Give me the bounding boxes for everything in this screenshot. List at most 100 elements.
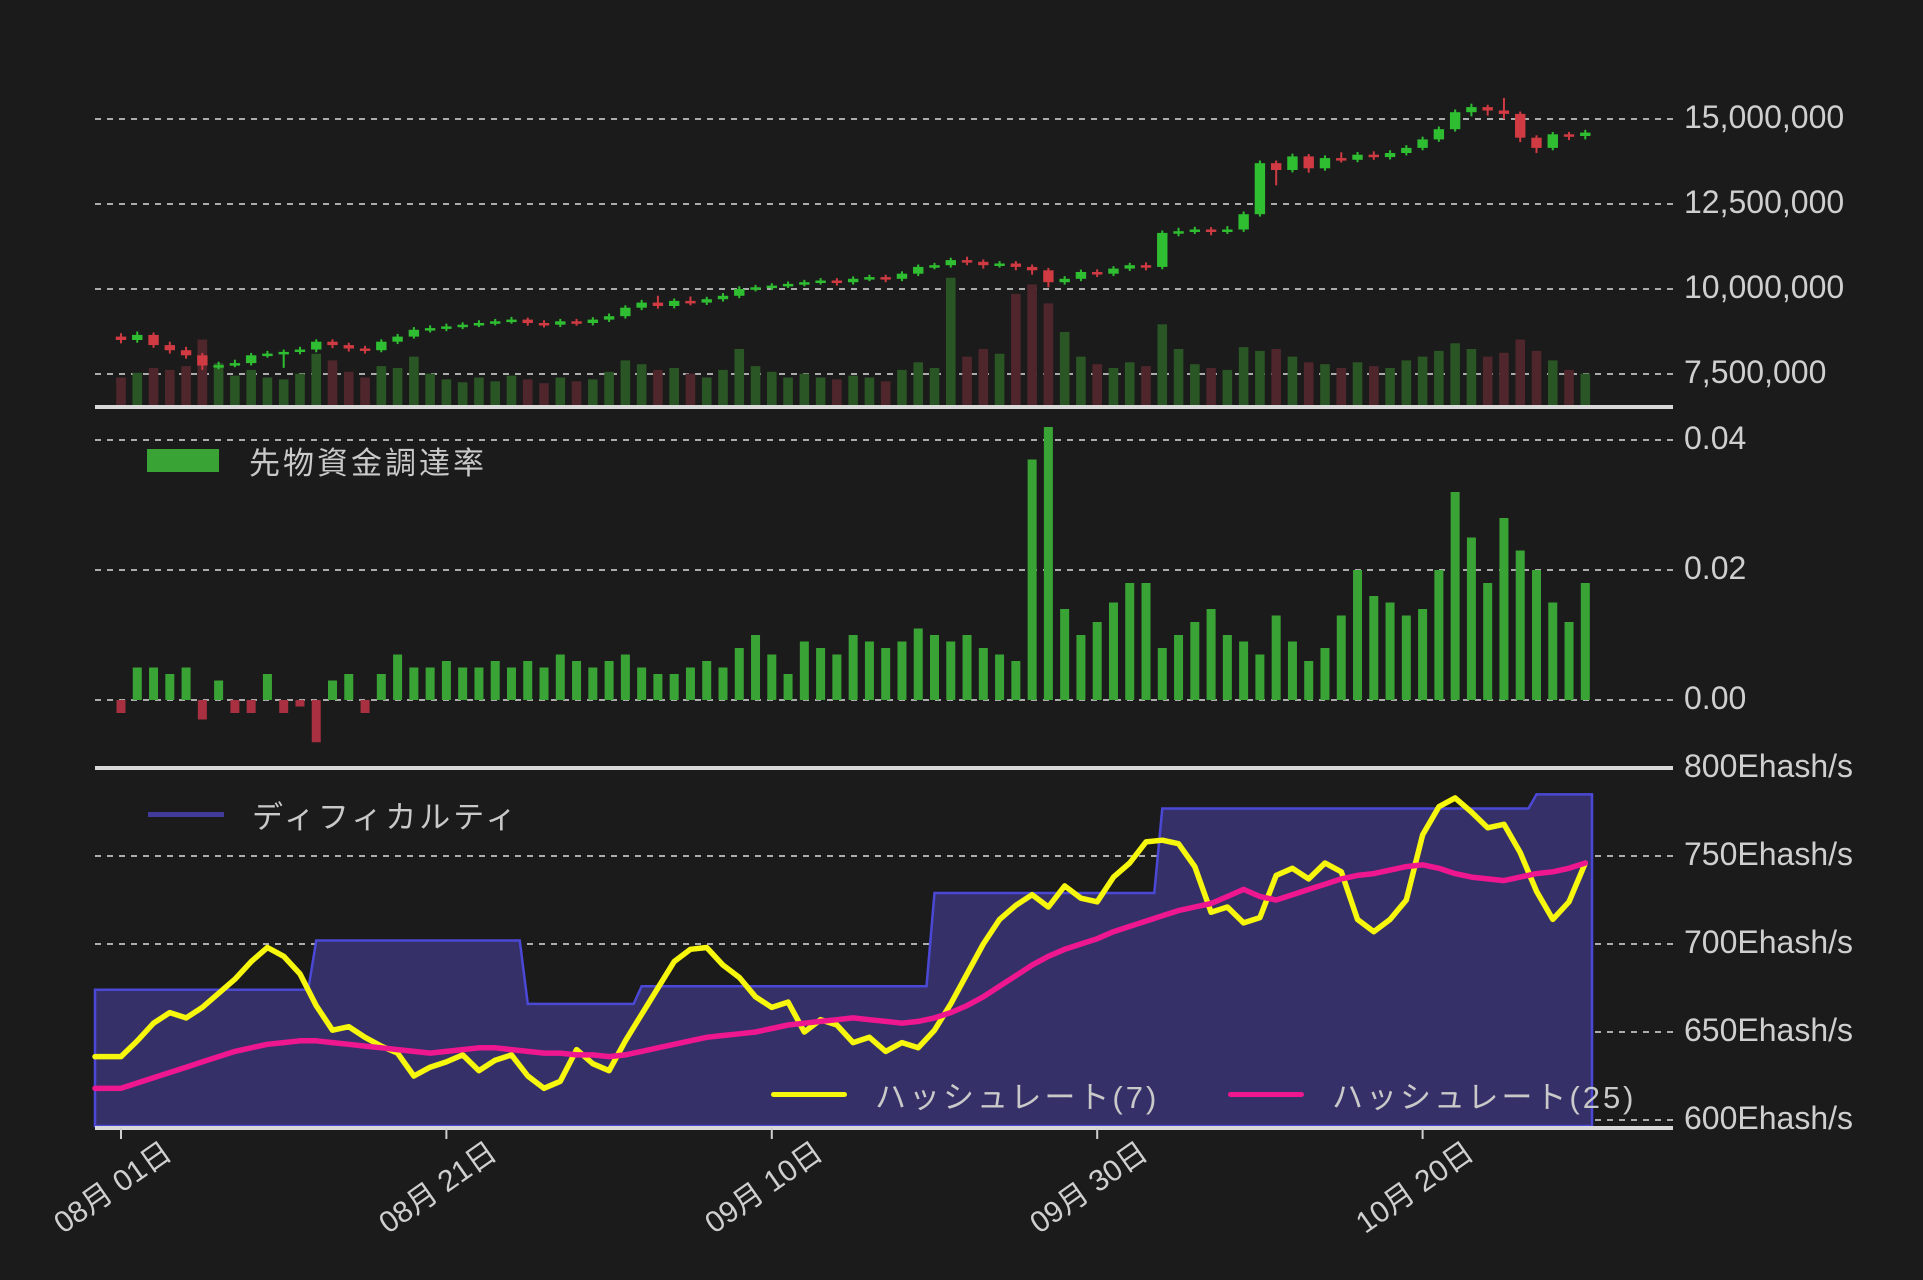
volume-bar bbox=[1027, 284, 1037, 406]
candle bbox=[1482, 107, 1493, 111]
funding-bar bbox=[897, 641, 907, 700]
volume-bar bbox=[1222, 369, 1233, 406]
candle bbox=[441, 326, 452, 329]
candle bbox=[327, 341, 338, 346]
volume-bar bbox=[750, 366, 761, 406]
funding-bar bbox=[1304, 661, 1314, 700]
volume-bar bbox=[1271, 349, 1281, 406]
funding-bar bbox=[995, 654, 1005, 700]
candle bbox=[376, 341, 387, 351]
funding-bar bbox=[1287, 641, 1297, 700]
volume-bar bbox=[230, 375, 240, 406]
candle bbox=[245, 355, 257, 364]
candle bbox=[766, 285, 777, 289]
funding-bar-negative bbox=[360, 700, 370, 713]
funding-bar bbox=[490, 661, 500, 700]
candle bbox=[1466, 107, 1477, 113]
candle bbox=[1580, 132, 1591, 136]
candle bbox=[587, 319, 599, 323]
candle bbox=[1336, 158, 1347, 161]
candle bbox=[945, 260, 956, 266]
volume-bar bbox=[1385, 368, 1395, 406]
candle bbox=[717, 295, 729, 300]
funding-bar bbox=[1125, 583, 1135, 700]
legend-hashrate25[interactable]: ハッシュレート(25) bbox=[1228, 1072, 1637, 1117]
funding-bar bbox=[848, 635, 858, 700]
funding-bar bbox=[1157, 648, 1167, 700]
volume-bar bbox=[1157, 324, 1168, 406]
volume-bar bbox=[181, 366, 191, 406]
candle bbox=[1547, 134, 1558, 148]
volume-bar bbox=[1141, 366, 1151, 406]
legend-hashrate7[interactable]: ハッシュレート(7) bbox=[771, 1072, 1159, 1117]
candle bbox=[961, 260, 973, 263]
funding-bar bbox=[165, 674, 175, 700]
volume-bar bbox=[978, 349, 989, 406]
candle bbox=[1124, 265, 1135, 269]
volume-bar bbox=[1076, 356, 1086, 406]
volume-bar bbox=[246, 369, 256, 406]
volume-bar bbox=[1124, 362, 1135, 406]
candle bbox=[262, 353, 273, 357]
price-axis-label: 12,500,000 bbox=[1684, 184, 1845, 220]
funding-bar-negative bbox=[295, 700, 305, 707]
funding-bar bbox=[653, 674, 663, 700]
legend-difficulty[interactable]: ディフィカルティ bbox=[148, 792, 519, 837]
funding-bar bbox=[409, 667, 419, 700]
candle bbox=[750, 287, 761, 290]
volume-bar bbox=[490, 381, 501, 406]
legend-hashrate7-label: ハッシュレート(7) bbox=[875, 1080, 1160, 1115]
candle bbox=[294, 349, 306, 353]
candle bbox=[1092, 272, 1103, 275]
volume-bar bbox=[343, 371, 354, 406]
volume-bar bbox=[1482, 356, 1493, 406]
funding-bar bbox=[376, 674, 386, 700]
volume-bar bbox=[311, 353, 322, 406]
funding-bar-negative bbox=[246, 700, 256, 713]
funding-bar bbox=[539, 667, 549, 700]
volume-bar bbox=[913, 362, 924, 406]
candle bbox=[1010, 263, 1022, 267]
funding-bar bbox=[1271, 615, 1281, 700]
legend-hashrate25-label: ハッシュレート(25) bbox=[1332, 1080, 1637, 1115]
candle bbox=[1059, 278, 1070, 283]
funding-bar bbox=[1255, 654, 1265, 700]
candle bbox=[408, 329, 420, 337]
funding-bar bbox=[555, 654, 565, 700]
candle bbox=[1433, 129, 1445, 140]
volume-bar bbox=[213, 363, 224, 406]
volume-bar bbox=[409, 356, 419, 406]
candle bbox=[782, 283, 794, 287]
volume-bar bbox=[376, 366, 387, 406]
volume-bar bbox=[1206, 368, 1216, 406]
volume-bar bbox=[360, 377, 370, 406]
legend-funding[interactable]: 先物資金調達率 bbox=[147, 438, 487, 483]
candle bbox=[148, 334, 159, 346]
funding-bar bbox=[1336, 615, 1346, 700]
volume-bar bbox=[1303, 362, 1314, 406]
candle bbox=[1498, 110, 1510, 114]
candle bbox=[1108, 268, 1119, 274]
candle bbox=[1401, 147, 1412, 153]
volume-bar bbox=[832, 379, 842, 406]
funding-bar bbox=[767, 654, 777, 700]
candle bbox=[994, 263, 1005, 266]
funding-bar bbox=[1580, 583, 1590, 700]
funding-bar bbox=[913, 628, 923, 700]
candle bbox=[164, 345, 176, 351]
funding-bar bbox=[978, 648, 988, 700]
candle bbox=[538, 323, 550, 326]
volume-bar bbox=[1352, 362, 1363, 406]
volume-bar bbox=[1499, 352, 1509, 406]
funding-bar bbox=[1060, 609, 1070, 700]
funding-bar bbox=[1239, 641, 1249, 700]
candle bbox=[490, 321, 501, 324]
volume-bar bbox=[457, 382, 468, 406]
funding-bar bbox=[930, 635, 939, 700]
candle bbox=[636, 302, 647, 308]
funding-bar bbox=[1369, 596, 1379, 700]
funding-bar bbox=[1548, 602, 1558, 700]
volume-bar bbox=[685, 373, 696, 406]
volume-bar bbox=[116, 377, 126, 406]
